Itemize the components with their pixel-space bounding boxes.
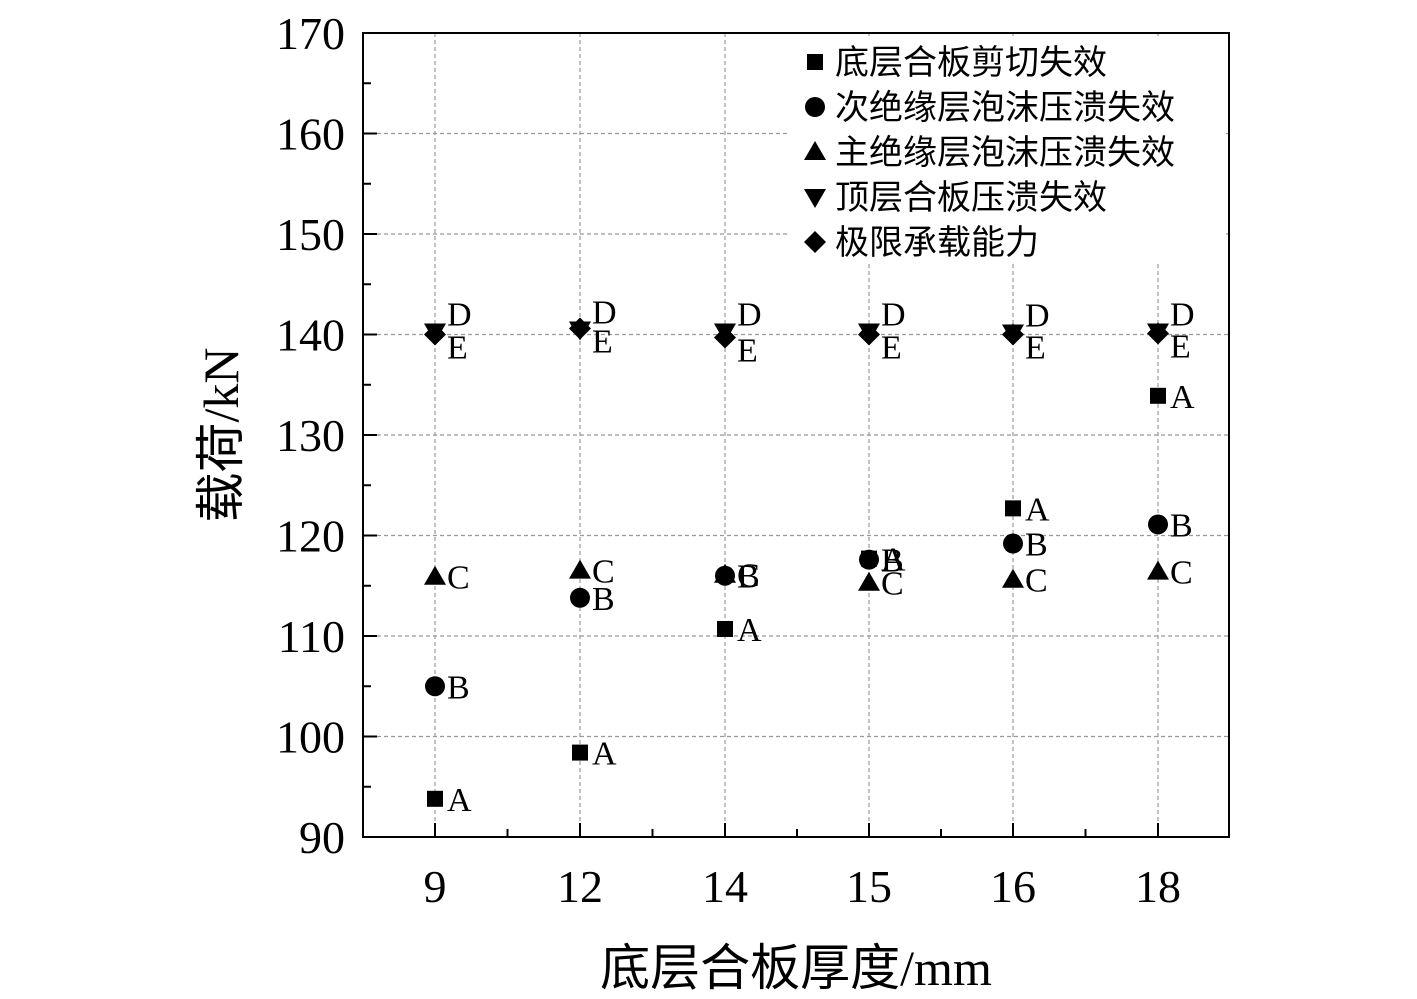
- data-point-label: D: [1170, 296, 1195, 333]
- x-tick-label: 16: [990, 861, 1036, 912]
- data-point: [572, 744, 588, 761]
- y-tick-label: 170: [276, 8, 345, 59]
- data-point: [1148, 514, 1168, 535]
- data-point: [714, 326, 736, 349]
- data-point-label: B: [1170, 507, 1193, 544]
- data-point-label: D: [592, 294, 617, 331]
- y-tick-label: 140: [276, 310, 345, 361]
- y-tick-label: 130: [276, 410, 345, 461]
- data-point: [714, 563, 736, 583]
- data-point-label: A: [447, 782, 472, 819]
- data-point-label: C: [592, 554, 615, 591]
- data-point-label: E: [592, 323, 613, 360]
- legend-marker: [804, 231, 826, 253]
- data-point-label: D: [447, 296, 472, 333]
- legend-label: 极限承载能力: [835, 224, 1039, 262]
- data-point-label: B: [737, 559, 760, 596]
- data-point-label: A: [737, 612, 762, 649]
- data-point: [425, 676, 445, 697]
- x-tick-label: 9: [424, 861, 447, 912]
- data-point-label: D: [1025, 297, 1050, 334]
- data-point-label: A: [592, 736, 617, 773]
- y-tick-label: 90: [299, 812, 345, 863]
- data-point-label: B: [592, 581, 615, 618]
- data-point-label: E: [737, 333, 758, 370]
- data-point-label: D: [881, 296, 906, 333]
- data-point-label: D: [737, 296, 762, 333]
- data-point-label: E: [1170, 328, 1191, 365]
- data-point: [858, 571, 880, 591]
- data-point-label: C: [881, 566, 904, 603]
- data-point-label: B: [447, 669, 470, 706]
- data-point: [1147, 322, 1169, 345]
- y-tick-label: 120: [276, 511, 345, 562]
- data-point: [1150, 387, 1166, 404]
- y-tick-label: 150: [276, 209, 345, 260]
- x-tick-labels: 9 12 14 15 16 18: [424, 861, 1182, 912]
- legend-background: [790, 36, 1226, 264]
- data-point: [1005, 500, 1021, 517]
- data-point-label: B: [881, 543, 904, 580]
- data-point: [1147, 560, 1169, 580]
- y-tick-label: 110: [278, 611, 345, 662]
- y-axis-title: 载荷/kN: [193, 348, 249, 523]
- legend-marker: [805, 97, 825, 117]
- data-point: [858, 323, 880, 346]
- x-tick-label: 15: [846, 861, 892, 912]
- legend-marker: [807, 54, 823, 70]
- legend-marker: [804, 141, 826, 160]
- data-point: [1002, 568, 1024, 588]
- y-tick-label: 100: [276, 712, 345, 763]
- data-point: [424, 323, 446, 346]
- data-point-label: C: [1170, 555, 1193, 592]
- x-tick-label: 14: [702, 861, 748, 912]
- data-point: [1002, 323, 1024, 346]
- legend-label: 顶层合板压溃失效: [835, 179, 1107, 217]
- data-point: [569, 559, 591, 579]
- data-point-label: E: [447, 330, 468, 367]
- data-point: [570, 587, 590, 608]
- data-point-label: E: [1025, 330, 1046, 367]
- data-point-label: E: [881, 330, 902, 367]
- x-tick-label: 12: [557, 861, 603, 912]
- data-point-label: C: [447, 560, 470, 597]
- y-tick-label: 160: [276, 109, 345, 160]
- data-point-label: A: [1025, 491, 1050, 528]
- y-tick-labels: 90 100 110 120 130 140 150 160 170: [276, 8, 345, 863]
- x-tick-label: 18: [1135, 861, 1181, 912]
- data-point-label: B: [1025, 527, 1048, 564]
- legend-marker: [804, 189, 826, 208]
- plot-frame: [362, 32, 1230, 838]
- legend: 底层合板剪切失效次绝缘层泡沫压溃失效主绝缘层泡沫压溃失效顶层合板压溃失效极限承载…: [790, 36, 1226, 264]
- data-point: [717, 620, 733, 637]
- data-point-label: A: [1170, 379, 1195, 416]
- legend-label: 主绝缘层泡沫压溃失效: [835, 134, 1175, 172]
- data-point-label: A: [881, 542, 906, 579]
- legend-label: 次绝缘层泡沫压溃失效: [835, 89, 1175, 127]
- data-point-label: C: [737, 558, 760, 595]
- data-point: [859, 549, 879, 570]
- data-point: [424, 565, 446, 585]
- data-point: [1003, 533, 1023, 554]
- data-point: [427, 790, 443, 807]
- data-point: [569, 317, 591, 340]
- legend-label: 底层合板剪切失效: [835, 44, 1107, 82]
- data-point-label: C: [1025, 563, 1048, 600]
- x-axis-title: 底层合板厚度/mm: [600, 940, 992, 996]
